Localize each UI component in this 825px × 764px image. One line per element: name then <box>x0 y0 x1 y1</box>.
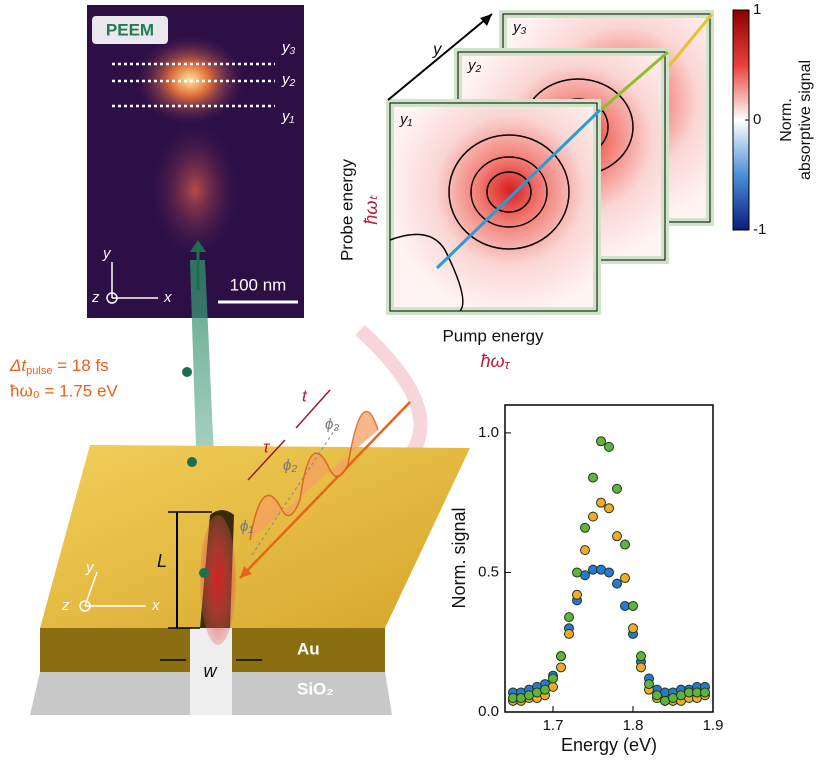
data-point <box>549 674 558 683</box>
map-stack: y₃ y₂ y₁ y Probe energy ħωₜ Pump energy … <box>337 14 712 372</box>
data-point <box>645 680 654 689</box>
pump-symbol-sub: τ <box>505 357 511 372</box>
data-point <box>589 473 598 482</box>
x-axis-title: Energy (eV) <box>561 735 657 755</box>
data-point <box>541 685 550 694</box>
phase-label: ϕ₃ <box>325 416 339 433</box>
map-panel: y₁ <box>390 103 600 311</box>
x-tick-label: 1.7 <box>543 717 564 734</box>
electron <box>199 568 209 578</box>
data-point <box>701 688 710 697</box>
colorbar-label: Norm. <box>778 98 795 142</box>
colorbar-tick-label: 0 <box>753 111 761 128</box>
electron <box>182 367 192 377</box>
probe-label: Probe energy <box>337 158 356 261</box>
pump-symbol-main: ħω <box>481 351 505 371</box>
pulse-duration: Δtpulse = 18 fs <box>9 356 109 376</box>
data-point <box>565 629 574 638</box>
phase-label: ϕ₂ <box>283 457 297 474</box>
plasmon-mode <box>200 515 236 645</box>
pulse-duration-value: = 18 fs <box>52 356 108 375</box>
axis-label: z <box>61 597 70 614</box>
probe-symbol: ħωₜ <box>361 195 381 225</box>
substrate-label: SiO₂ <box>297 679 334 698</box>
colorbar: Norm. absorptive signal 1 0 -1 <box>733 1 814 238</box>
panel-label: y₃ <box>512 19 527 36</box>
y-axis-title: Norm. signal <box>449 507 469 608</box>
electron <box>187 457 197 467</box>
scale-label: 100 nm <box>230 275 287 294</box>
scatter-plot: Norm. signal Energy (eV) 1.7 1.8 1.9 0.0 0.5… <box>449 405 724 755</box>
data-point <box>581 523 590 532</box>
pulse-duration-sub: pulse <box>26 365 52 377</box>
colorbar-tick-label: 1 <box>753 1 761 18</box>
pump-symbol: ħωτ <box>481 351 511 373</box>
axis-label: x <box>163 289 172 306</box>
data-point <box>613 484 622 493</box>
data-point <box>637 663 646 672</box>
y-tick-label: 1.0 <box>478 424 499 441</box>
data-point <box>557 663 566 672</box>
data-point <box>621 574 630 583</box>
data-point <box>605 568 614 577</box>
peem-title: PEEM <box>106 20 154 39</box>
data-point <box>605 504 614 513</box>
data-point <box>581 546 590 555</box>
t-label: t <box>302 386 308 405</box>
cut-label: y₂ <box>281 71 296 88</box>
pulse-duration-symbol: Δt <box>9 356 27 375</box>
length-label: L <box>157 551 167 571</box>
data-point <box>613 532 622 541</box>
data-point <box>605 442 614 451</box>
data-point <box>589 512 598 521</box>
y-tick-label: 0.5 <box>478 563 499 580</box>
axis-label: z <box>91 289 100 306</box>
cut-label: y₁ <box>281 108 295 125</box>
data-point <box>557 652 566 661</box>
data-point <box>613 579 622 588</box>
data-point <box>597 437 606 446</box>
data-point <box>565 613 574 622</box>
data-point <box>573 590 582 599</box>
colorbar-tick-label: -1 <box>753 221 766 238</box>
metal-label: Au <box>297 639 320 658</box>
phase-label: ϕ₁ <box>240 518 253 535</box>
stack-axis-label: y <box>432 39 443 58</box>
pulse-energy: ħω₀ = 1.75 eV <box>10 381 118 400</box>
data-point <box>621 540 630 549</box>
data-point <box>637 652 646 661</box>
y-tick-label: 0.0 <box>478 703 499 720</box>
data-point <box>597 498 606 507</box>
x-tick-label: 1.9 <box>703 717 724 734</box>
peem-hotspot <box>150 120 240 260</box>
panel-label: y₁ <box>399 111 413 128</box>
width-label: w <box>204 661 218 681</box>
x-tick-label: 1.8 <box>623 717 644 734</box>
panel-label: y₂ <box>467 57 482 74</box>
data-point <box>573 568 582 577</box>
pump-label: Pump energy <box>442 326 544 345</box>
cut-label: y₃ <box>281 39 296 56</box>
data-point <box>629 624 638 633</box>
device: L w y z x Au SiO₂ <box>30 445 470 715</box>
stack-arrowhead <box>480 14 492 26</box>
figure: PEEM y₃ y₂ y₁ y z x 100 nm y₃ y₂ y₁ y Pr… <box>0 0 825 764</box>
colorbar-label: absorptive signal <box>797 60 814 180</box>
data-point <box>629 601 638 610</box>
axis-label: x <box>151 597 160 614</box>
data-point <box>653 691 662 700</box>
